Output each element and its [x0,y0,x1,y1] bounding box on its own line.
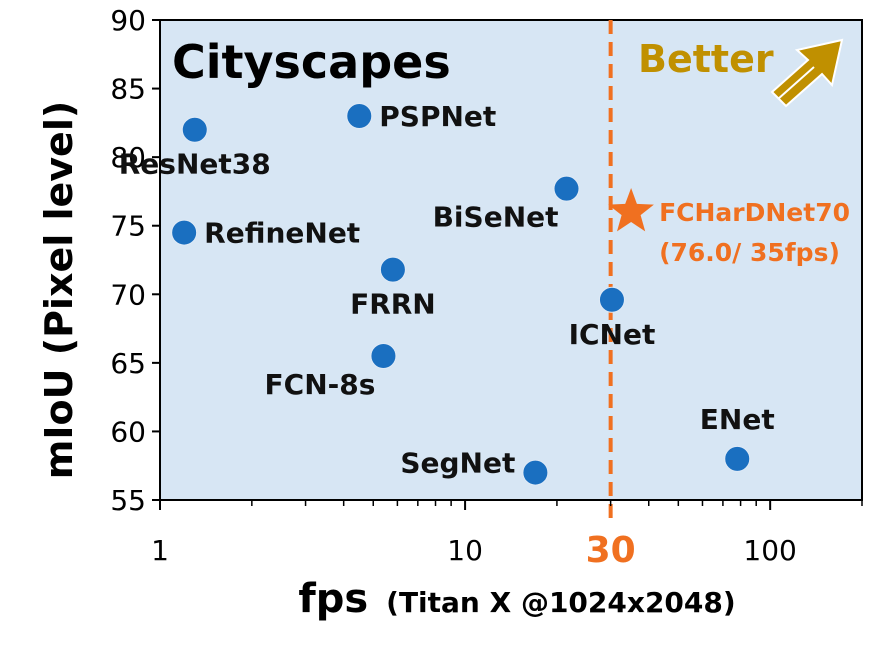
y-tick-label: 80 [110,141,146,174]
y-tick-label: 70 [110,278,146,311]
highlight-label: FCHarDNet70 [659,198,850,227]
data-point-segnet [522,459,549,486]
data-point-icnet [598,286,625,313]
y-axis-label: mIoU (Pixel level) [37,101,81,479]
plot-area [159,19,863,520]
point-label-bisenet: BiSeNet [433,201,559,234]
y-tick-label: 65 [110,347,146,380]
x-tick-label: 1 [151,534,169,567]
point-label-enet: ENet [700,403,775,436]
chart-title: Cityscapes [172,35,451,89]
data-point-refinenet [171,219,198,246]
point-label-refinenet: RefineNet [204,217,360,250]
y-tick-label: 60 [110,415,146,448]
point-label-fcn-8s: FCN-8s [265,368,376,401]
x-axis-ticks: 30 1 10 100 [151,500,863,571]
point-label-icnet: ICNet [569,318,656,351]
y-axis-ticks: 55 60 65 70 75 80 85 90 [110,4,160,517]
x-axis-label-main: fps [298,576,368,622]
point-label-resnet38: ResNet38 [119,148,271,181]
highlight-sublabel: (76.0/ 35fps) [659,238,840,267]
point-label-pspnet: PSPNet [379,100,496,133]
better-arrow-stripe [777,66,815,100]
point-labels: ResNet38 PSPNet RefineNet BiSeNet FRRN ICNet F… [119,100,850,480]
x-tick-label: 10 [447,534,483,567]
data-point-frrn [379,256,406,283]
x-tick-label: 100 [743,534,796,567]
x-axis-label: fps (Titan X @1024x2048) [298,576,735,622]
data-point-resnet38 [181,116,208,143]
y-tick-label: 55 [110,484,146,517]
data-points [171,103,751,486]
plot-background [159,19,863,501]
y-tick-label: 75 [110,210,146,243]
reference-tick-label: 30 [586,530,636,571]
x-axis-label-note: (Titan X @1024x2048) [386,586,736,619]
data-point-pspnet [346,103,373,129]
data-point-fcn-8s [370,343,397,369]
point-label-frrn: FRRN [350,288,436,321]
y-tick-label: 90 [110,4,146,37]
data-point-enet [724,445,751,472]
better-label: Better [638,37,774,81]
data-point-bisenet [553,175,580,202]
y-tick-label: 85 [110,73,146,106]
point-label-segnet: SegNet [400,447,515,480]
better-annotation: Better [638,37,844,108]
star-icon [608,188,654,232]
